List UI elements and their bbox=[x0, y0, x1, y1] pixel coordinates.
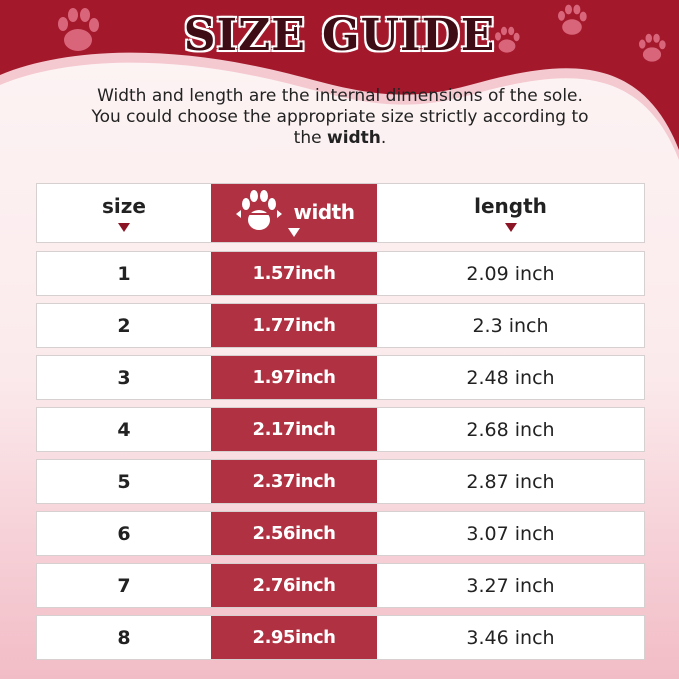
length-cell: 3.27 inch bbox=[466, 574, 555, 597]
size-cell: 8 bbox=[117, 626, 131, 649]
width-cell: 2.56inch bbox=[211, 512, 377, 555]
size-cell: 4 bbox=[117, 418, 131, 441]
width-cell: 2.37inch bbox=[211, 460, 377, 503]
table-header: size width length bbox=[36, 183, 645, 243]
table-row: 7 2.76inch 3.27 inch bbox=[36, 563, 645, 608]
length-cell: 2.68 inch bbox=[466, 418, 555, 441]
width-cell: 1.77inch bbox=[211, 304, 377, 347]
table-row: 3 1.97inch 2.48 inch bbox=[36, 355, 645, 400]
length-cell: 3.07 inch bbox=[466, 522, 555, 545]
size-cell: 3 bbox=[117, 366, 131, 389]
width-cell: 2.95inch bbox=[211, 616, 377, 659]
triangle-down-icon bbox=[504, 223, 517, 232]
width-cell: 1.97inch bbox=[211, 356, 377, 399]
header-length: length bbox=[474, 194, 547, 218]
table-row: 1 1.57inch 2.09 inch bbox=[36, 251, 645, 296]
table-row: 4 2.17inch 2.68 inch bbox=[36, 407, 645, 452]
width-cell: 1.57inch bbox=[211, 252, 377, 295]
page-title: SIZE GUIDE bbox=[183, 9, 496, 62]
size-cell: 7 bbox=[117, 574, 131, 597]
table-row: 8 2.95inch 3.46 inch bbox=[36, 615, 645, 660]
width-cell: 2.17inch bbox=[211, 408, 377, 451]
length-cell: 2.3 inch bbox=[472, 314, 549, 337]
width-cell: 2.76inch bbox=[211, 564, 377, 607]
table-row: 5 2.37inch 2.87 inch bbox=[36, 459, 645, 504]
length-cell: 2.48 inch bbox=[466, 366, 555, 389]
header-size: size bbox=[102, 194, 146, 218]
paw-width-icon bbox=[235, 189, 282, 230]
table-row: 2 1.77inch 2.3 inch bbox=[36, 303, 645, 348]
length-cell: 2.09 inch bbox=[466, 262, 555, 285]
description: Width and length are the internal dimens… bbox=[91, 86, 589, 148]
size-cell: 5 bbox=[117, 470, 131, 493]
size-cell: 6 bbox=[117, 522, 131, 545]
length-cell: 3.46 inch bbox=[466, 626, 555, 649]
size-cell: 2 bbox=[117, 314, 131, 337]
paw-print-icon bbox=[58, 4, 666, 62]
table-row: 6 2.56inch 3.07 inch bbox=[36, 511, 645, 556]
size-cell: 1 bbox=[117, 262, 131, 285]
length-cell: 2.87 inch bbox=[466, 470, 555, 493]
triangle-down-icon bbox=[118, 223, 130, 232]
triangle-down-icon bbox=[288, 227, 300, 237]
header-width: width bbox=[293, 199, 355, 224]
